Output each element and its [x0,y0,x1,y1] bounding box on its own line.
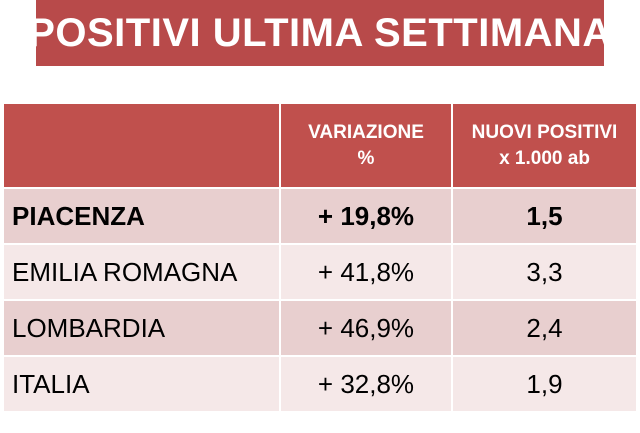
table-row: EMILIA ROMAGNA + 41,8% 3,3 [4,244,636,301]
new-positives-cell: 1,5 [452,188,636,245]
positives-table: VARIAZIONE % NUOVI POSITIVI x 1.000 ab P… [4,104,636,413]
region-cell: LOMBARDIA [4,300,281,357]
new-positives-cell: 2,4 [452,300,636,357]
column-header-new-positives-line-1: NUOVI POSITIVI [471,121,618,143]
column-header-region [4,104,281,189]
region-cell: EMILIA ROMAGNA [4,244,281,301]
table-row: ITALIA + 32,8% 1,9 [4,356,636,413]
variation-cell: + 19,8% [280,188,453,245]
region-cell: ITALIA [4,356,281,413]
region-cell: PIACENZA [4,188,281,245]
table-row: PIACENZA + 19,8% 1,5 [4,188,636,245]
variation-cell: + 32,8% [280,356,453,413]
column-header-variation: VARIAZIONE % [280,104,453,189]
column-header-new-positives: NUOVI POSITIVI x 1.000 ab [452,104,636,189]
column-header-new-positives-line-2: x 1.000 ab [499,147,590,169]
column-header-variation-line-1: VARIAZIONE [308,121,424,143]
column-header-variation-line-2: % [357,147,375,169]
title-banner: POSITIVI ULTIMA SETTIMANA [28,0,611,66]
table-row: LOMBARDIA + 46,9% 2,4 [4,300,636,357]
variation-cell: + 41,8% [280,244,453,301]
page-title: POSITIVI ULTIMA SETTIMANA [28,10,612,55]
new-positives-cell: 3,3 [452,244,636,301]
new-positives-cell: 1,9 [452,356,636,413]
table-header-row: VARIAZIONE % NUOVI POSITIVI x 1.000 ab [4,104,636,189]
variation-cell: + 46,9% [280,300,453,357]
